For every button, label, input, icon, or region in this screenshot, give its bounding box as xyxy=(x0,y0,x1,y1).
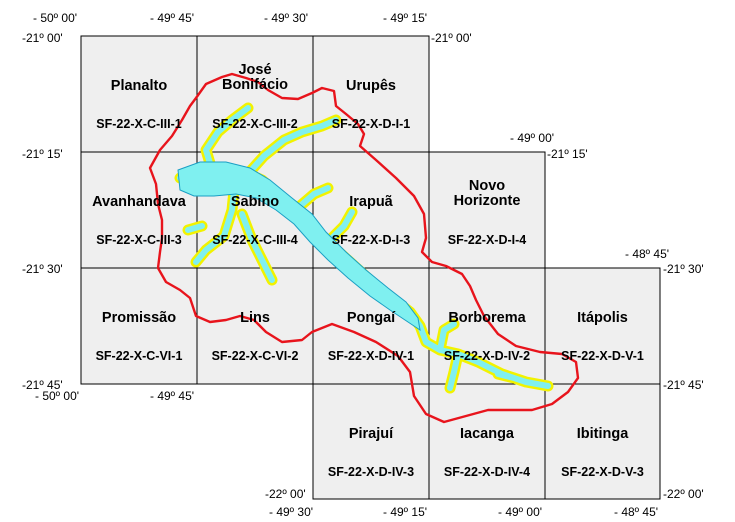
coordinate-label: -21º 30' xyxy=(663,262,704,276)
sheet-name: Pirajuí xyxy=(349,426,394,442)
coordinate-label: - 49º 45' xyxy=(150,389,194,403)
sheet-code: SF-22-X-D-IV-3 xyxy=(328,465,414,479)
sheet-code: SF-22-X-D-IV-1 xyxy=(328,349,414,363)
sheet-name: Lins xyxy=(240,310,270,326)
coordinate-label: -21º 15' xyxy=(547,147,588,161)
sheet-name: Promissão xyxy=(102,310,176,326)
sheet-code: SF-22-X-C-III-4 xyxy=(212,233,297,247)
sheet-name: Planalto xyxy=(111,78,168,94)
sheet-code: SF-22-X-C-III-2 xyxy=(212,117,297,131)
sheet-code: SF-22-X-D-V-3 xyxy=(561,465,644,479)
sheet-name: Avanhandava xyxy=(92,194,187,210)
sheet-cell xyxy=(544,383,661,500)
sheet-name: Itápolis xyxy=(577,310,628,326)
coordinate-label: - 49º 00' xyxy=(498,505,542,519)
coordinate-label: - 50º 00' xyxy=(33,11,77,25)
sheet-name: Pongaí xyxy=(347,310,396,326)
sheet-cell xyxy=(428,383,546,500)
coordinate-label: - 48º 45' xyxy=(625,247,669,261)
sheet-name: Novo Horizonte xyxy=(454,178,521,209)
sheet-cell xyxy=(312,383,430,500)
coordinate-label: -21º 45' xyxy=(663,378,704,392)
coordinate-label: - 49º 15' xyxy=(383,11,427,25)
sheet-cell xyxy=(312,35,430,153)
sheet-name: Irapuã xyxy=(349,194,393,210)
sheet-name: Urupês xyxy=(346,78,396,94)
sheet-name: Ibitinga xyxy=(577,426,629,442)
sheet-code: SF-22-X-C-III-3 xyxy=(96,233,181,247)
coordinate-label: - 49º 30' xyxy=(264,11,308,25)
sheet-name: Borborema xyxy=(448,310,526,326)
coordinate-label: - 48º 45' xyxy=(614,505,658,519)
sheet-cell xyxy=(544,267,661,385)
coordinate-label: -21º 00' xyxy=(431,31,472,45)
coordinate-label: - 49º 45' xyxy=(150,11,194,25)
sheet-code: SF-22-X-D-I-1 xyxy=(332,117,411,131)
buffer-zone-outline xyxy=(148,72,580,424)
coordinate-label: -21º 00' xyxy=(22,31,63,45)
sheet-code: SF-22-X-C-III-1 xyxy=(96,117,181,131)
coordinate-label: - 50º 00' xyxy=(35,389,79,403)
sheet-code: SF-22-X-D-V-1 xyxy=(561,349,644,363)
coordinate-label: -21º 30' xyxy=(22,262,63,276)
sheet-code: SF-22-X-D-IV-4 xyxy=(444,465,530,479)
sheet-code: SF-22-X-D-IV-2 xyxy=(444,349,530,363)
sheet-code: SF-22-X-D-I-3 xyxy=(332,233,411,247)
reservoir xyxy=(174,102,554,394)
coordinate-label: -22º 00' xyxy=(663,487,704,501)
sheet-cell xyxy=(80,267,198,385)
coordinate-label: -22º 00' xyxy=(265,487,306,501)
sheet-code: SF-22-X-D-I-4 xyxy=(448,233,527,247)
coordinate-label: -21º 45' xyxy=(22,378,63,392)
sheet-code: SF-22-X-C-VI-1 xyxy=(96,349,183,363)
sheet-name: José Bonifácio xyxy=(222,62,288,93)
sheet-cell xyxy=(428,151,546,269)
sheet-cell xyxy=(80,35,198,153)
coordinate-label: -21º 15' xyxy=(22,147,63,161)
coordinate-label: - 49º 00' xyxy=(510,131,554,145)
sheet-cell xyxy=(196,267,314,385)
coordinate-label: - 49º 30' xyxy=(269,505,313,519)
sheet-name: Iacanga xyxy=(460,426,515,442)
coordinate-label: - 49º 15' xyxy=(383,505,427,519)
sheet-code: SF-22-X-C-VI-2 xyxy=(212,349,299,363)
sheet-name: Sabino xyxy=(231,194,279,210)
